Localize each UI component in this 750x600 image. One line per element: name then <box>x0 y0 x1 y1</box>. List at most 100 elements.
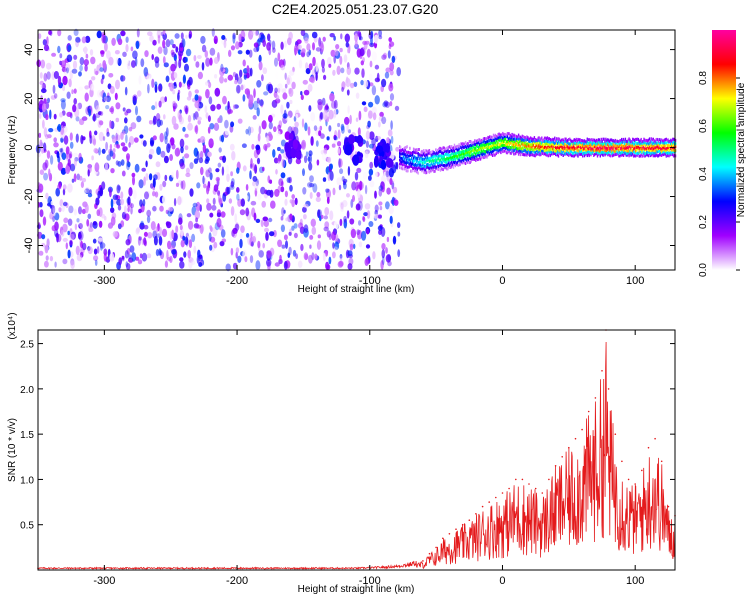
signal-cell <box>523 143 525 147</box>
noise-cell <box>339 55 343 65</box>
signal-cell <box>491 144 494 148</box>
noise-cell <box>275 71 278 80</box>
signal-cell <box>456 162 458 166</box>
noise-cell <box>132 175 135 186</box>
signal-cell <box>447 157 449 161</box>
signal-cell <box>632 137 634 141</box>
noise-cell <box>281 207 285 217</box>
signal-cell <box>589 150 591 154</box>
signal-cell <box>438 146 441 150</box>
noise-cell <box>205 112 209 119</box>
snr-point <box>654 437 656 440</box>
signal-cell <box>597 140 600 144</box>
noise-cell <box>333 109 337 118</box>
signal-cell <box>419 160 421 164</box>
noise-cell <box>138 208 142 214</box>
signal-cell <box>548 143 550 147</box>
signal-cell <box>560 138 562 142</box>
signal-cell <box>579 143 581 147</box>
signal-cell <box>631 141 633 145</box>
signal-cell <box>508 149 510 153</box>
signal-cell <box>423 159 425 163</box>
signal-cell <box>566 147 568 151</box>
noise-cell <box>346 66 352 76</box>
noise-cell <box>185 57 188 63</box>
signal-cell <box>441 167 444 171</box>
signal-cell <box>633 144 635 148</box>
signal-cell <box>460 145 462 149</box>
noise-cell <box>108 56 114 66</box>
signal-cell <box>519 149 522 153</box>
signal-cell <box>440 156 443 160</box>
signal-cell <box>636 137 639 141</box>
noise-cell <box>136 115 142 123</box>
noise-cell <box>358 181 364 191</box>
noise-cell <box>324 221 330 229</box>
noise-cell <box>239 69 243 78</box>
noise-cell <box>305 151 309 157</box>
signal-cell <box>620 143 622 147</box>
noise-cell <box>222 193 227 202</box>
noise-cell <box>165 127 169 137</box>
noise-cell <box>333 35 336 41</box>
signal-cell <box>439 158 442 162</box>
noise-cell <box>325 261 330 270</box>
noise-cell <box>132 94 138 101</box>
signal-cell <box>612 150 614 154</box>
noise-cell <box>341 125 345 134</box>
noise-cell <box>172 100 176 107</box>
noise-cell <box>263 91 269 96</box>
signal-cell <box>521 138 523 141</box>
signal-cell <box>475 140 477 144</box>
signal-cell <box>568 153 570 157</box>
signal-cell <box>539 153 541 157</box>
noise-cell <box>67 249 71 259</box>
signal-cell <box>451 158 454 161</box>
signal-cell <box>466 160 469 164</box>
signal-cell <box>466 151 469 155</box>
signal-cell <box>556 149 558 153</box>
signal-cell <box>551 138 553 142</box>
signal-cell <box>620 151 622 155</box>
signal-cell <box>439 146 442 150</box>
noise-cell <box>179 138 185 149</box>
noise-cell <box>154 101 158 109</box>
signal-cell <box>474 158 476 161</box>
noise-cell <box>188 76 193 86</box>
signal-cell <box>579 150 581 154</box>
noise-cell <box>78 223 83 229</box>
noise-cell <box>228 49 232 58</box>
signal-cell <box>534 145 536 149</box>
noise-cell <box>276 95 280 100</box>
signal-cell <box>451 149 453 153</box>
noise-cell <box>155 226 159 233</box>
signal-cell <box>607 140 609 144</box>
signal-cell <box>617 147 619 151</box>
signal-cell <box>546 153 549 157</box>
signal-cell <box>624 150 627 153</box>
signal-cell <box>618 148 620 152</box>
signal-cell <box>462 161 464 165</box>
feature-cell <box>380 159 386 170</box>
noise-cell <box>177 110 182 120</box>
noise-cell <box>98 111 102 116</box>
signal-cell <box>490 135 493 139</box>
noise-cell <box>160 150 166 158</box>
signal-cell <box>605 142 607 146</box>
signal-cell <box>462 152 464 156</box>
noise-cell <box>128 187 133 197</box>
signal-cell <box>432 152 434 156</box>
signal-cell <box>438 161 440 165</box>
noise-cell <box>69 141 74 149</box>
noise-cell <box>221 238 227 243</box>
noise-cell <box>120 159 125 166</box>
signal-cell <box>673 140 675 144</box>
signal-cell <box>581 149 583 153</box>
noise-cell <box>388 205 394 215</box>
signal-cell <box>565 137 567 141</box>
noise-cell <box>344 116 350 125</box>
feature-cell <box>374 155 379 168</box>
noise-cell <box>138 236 142 241</box>
noise-cell <box>106 154 112 161</box>
signal-cell <box>601 142 603 146</box>
